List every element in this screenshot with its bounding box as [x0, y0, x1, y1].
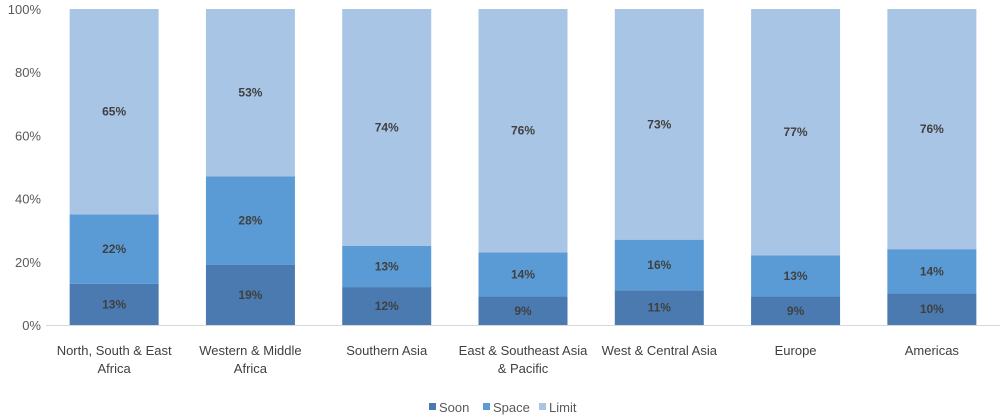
data-label: 14% [920, 264, 944, 278]
bar-segment-soon [342, 287, 432, 325]
bar-segment-space [478, 252, 568, 297]
bar-stack: 13% 22% 65% [69, 9, 159, 325]
x-category-label: Southern Asia [346, 343, 428, 358]
bar-segment-limit [751, 9, 841, 256]
bar-stack: 10% 14% 76% [887, 9, 977, 325]
legend-swatch [483, 403, 490, 410]
x-category-label: Europe [775, 343, 817, 358]
bar-segment-limit [342, 9, 432, 246]
bar-stack: 9% 13% 77% [751, 9, 841, 325]
bar-stack: 12% 13% 74% [342, 9, 432, 325]
y-tick-label: 40% [15, 192, 41, 207]
data-label: 28% [238, 214, 262, 228]
x-category-label: Americas [905, 343, 960, 358]
bar-segment-space [751, 255, 841, 297]
bar-segment-soon [887, 293, 977, 325]
data-label: 76% [511, 124, 535, 138]
bar-segment-soon [69, 283, 159, 325]
data-label: 19% [238, 288, 262, 302]
legend-label: Soon [439, 400, 469, 415]
data-label: 65% [102, 105, 126, 119]
legend-swatch [429, 403, 436, 410]
bar-stack: 9% 14% 76% [478, 9, 568, 325]
bar-segment-soon [614, 290, 704, 325]
bar-segment-soon [205, 264, 295, 325]
y-tick-label: 60% [15, 128, 41, 143]
data-label: 74% [375, 121, 399, 135]
data-label: 76% [920, 122, 944, 136]
y-axis: 0% 20% 40% 60% 80% 100% [8, 2, 42, 333]
data-label: 13% [375, 260, 399, 274]
bar-segment-space [614, 239, 704, 291]
legend-label: Space [493, 400, 530, 415]
bar-segment-space [69, 214, 159, 284]
bar-segment-space [205, 176, 295, 265]
data-label: 16% [647, 258, 671, 272]
x-category-label: West & Central Asia [602, 343, 718, 358]
data-label: 13% [102, 297, 126, 311]
bar-segment-soon [478, 296, 568, 325]
legend: Soon Space Limit [429, 400, 577, 415]
bar-segment-limit [478, 9, 568, 253]
data-label: 53% [238, 86, 262, 100]
legend-label: Limit [549, 400, 577, 415]
data-label: 73% [647, 117, 671, 131]
bar-segment-limit [69, 9, 159, 215]
bar-segment-limit [205, 9, 295, 177]
bar-segment-limit [614, 9, 704, 240]
data-label: 13% [784, 269, 808, 283]
bar-segment-limit [887, 9, 977, 250]
data-label: 14% [511, 267, 535, 281]
y-tick-label: 20% [15, 255, 41, 270]
bar-segment-space [887, 249, 977, 294]
bars: 13% 22% 65% 19% 28% 53% 12% 13% 74% 9% 14% 76% 11% 16… [69, 9, 977, 325]
x-category-label: East & Southeast Asia & Pacific [459, 343, 588, 376]
legend-swatch [539, 403, 546, 410]
x-category-label: Western & Middle Africa [199, 343, 301, 376]
bar-segment-space [342, 246, 432, 288]
data-label: 9% [514, 304, 532, 318]
data-label: 77% [784, 125, 808, 139]
data-label: 22% [102, 242, 126, 256]
y-tick-label: 0% [22, 318, 41, 333]
bar-stack: 19% 28% 53% [205, 9, 295, 325]
x-category-label: North, South & East Africa [57, 343, 172, 376]
data-label: 9% [787, 304, 805, 318]
x-axis: North, South & East Africa Western & Middl… [57, 343, 960, 376]
bar-stack: 11% 16% 73% [614, 9, 704, 325]
y-tick-label: 80% [15, 65, 41, 80]
y-tick-label: 100% [8, 2, 42, 17]
data-label: 11% [648, 301, 672, 315]
bar-segment-soon [751, 296, 841, 325]
data-label: 12% [375, 299, 399, 313]
data-label: 10% [920, 302, 944, 316]
